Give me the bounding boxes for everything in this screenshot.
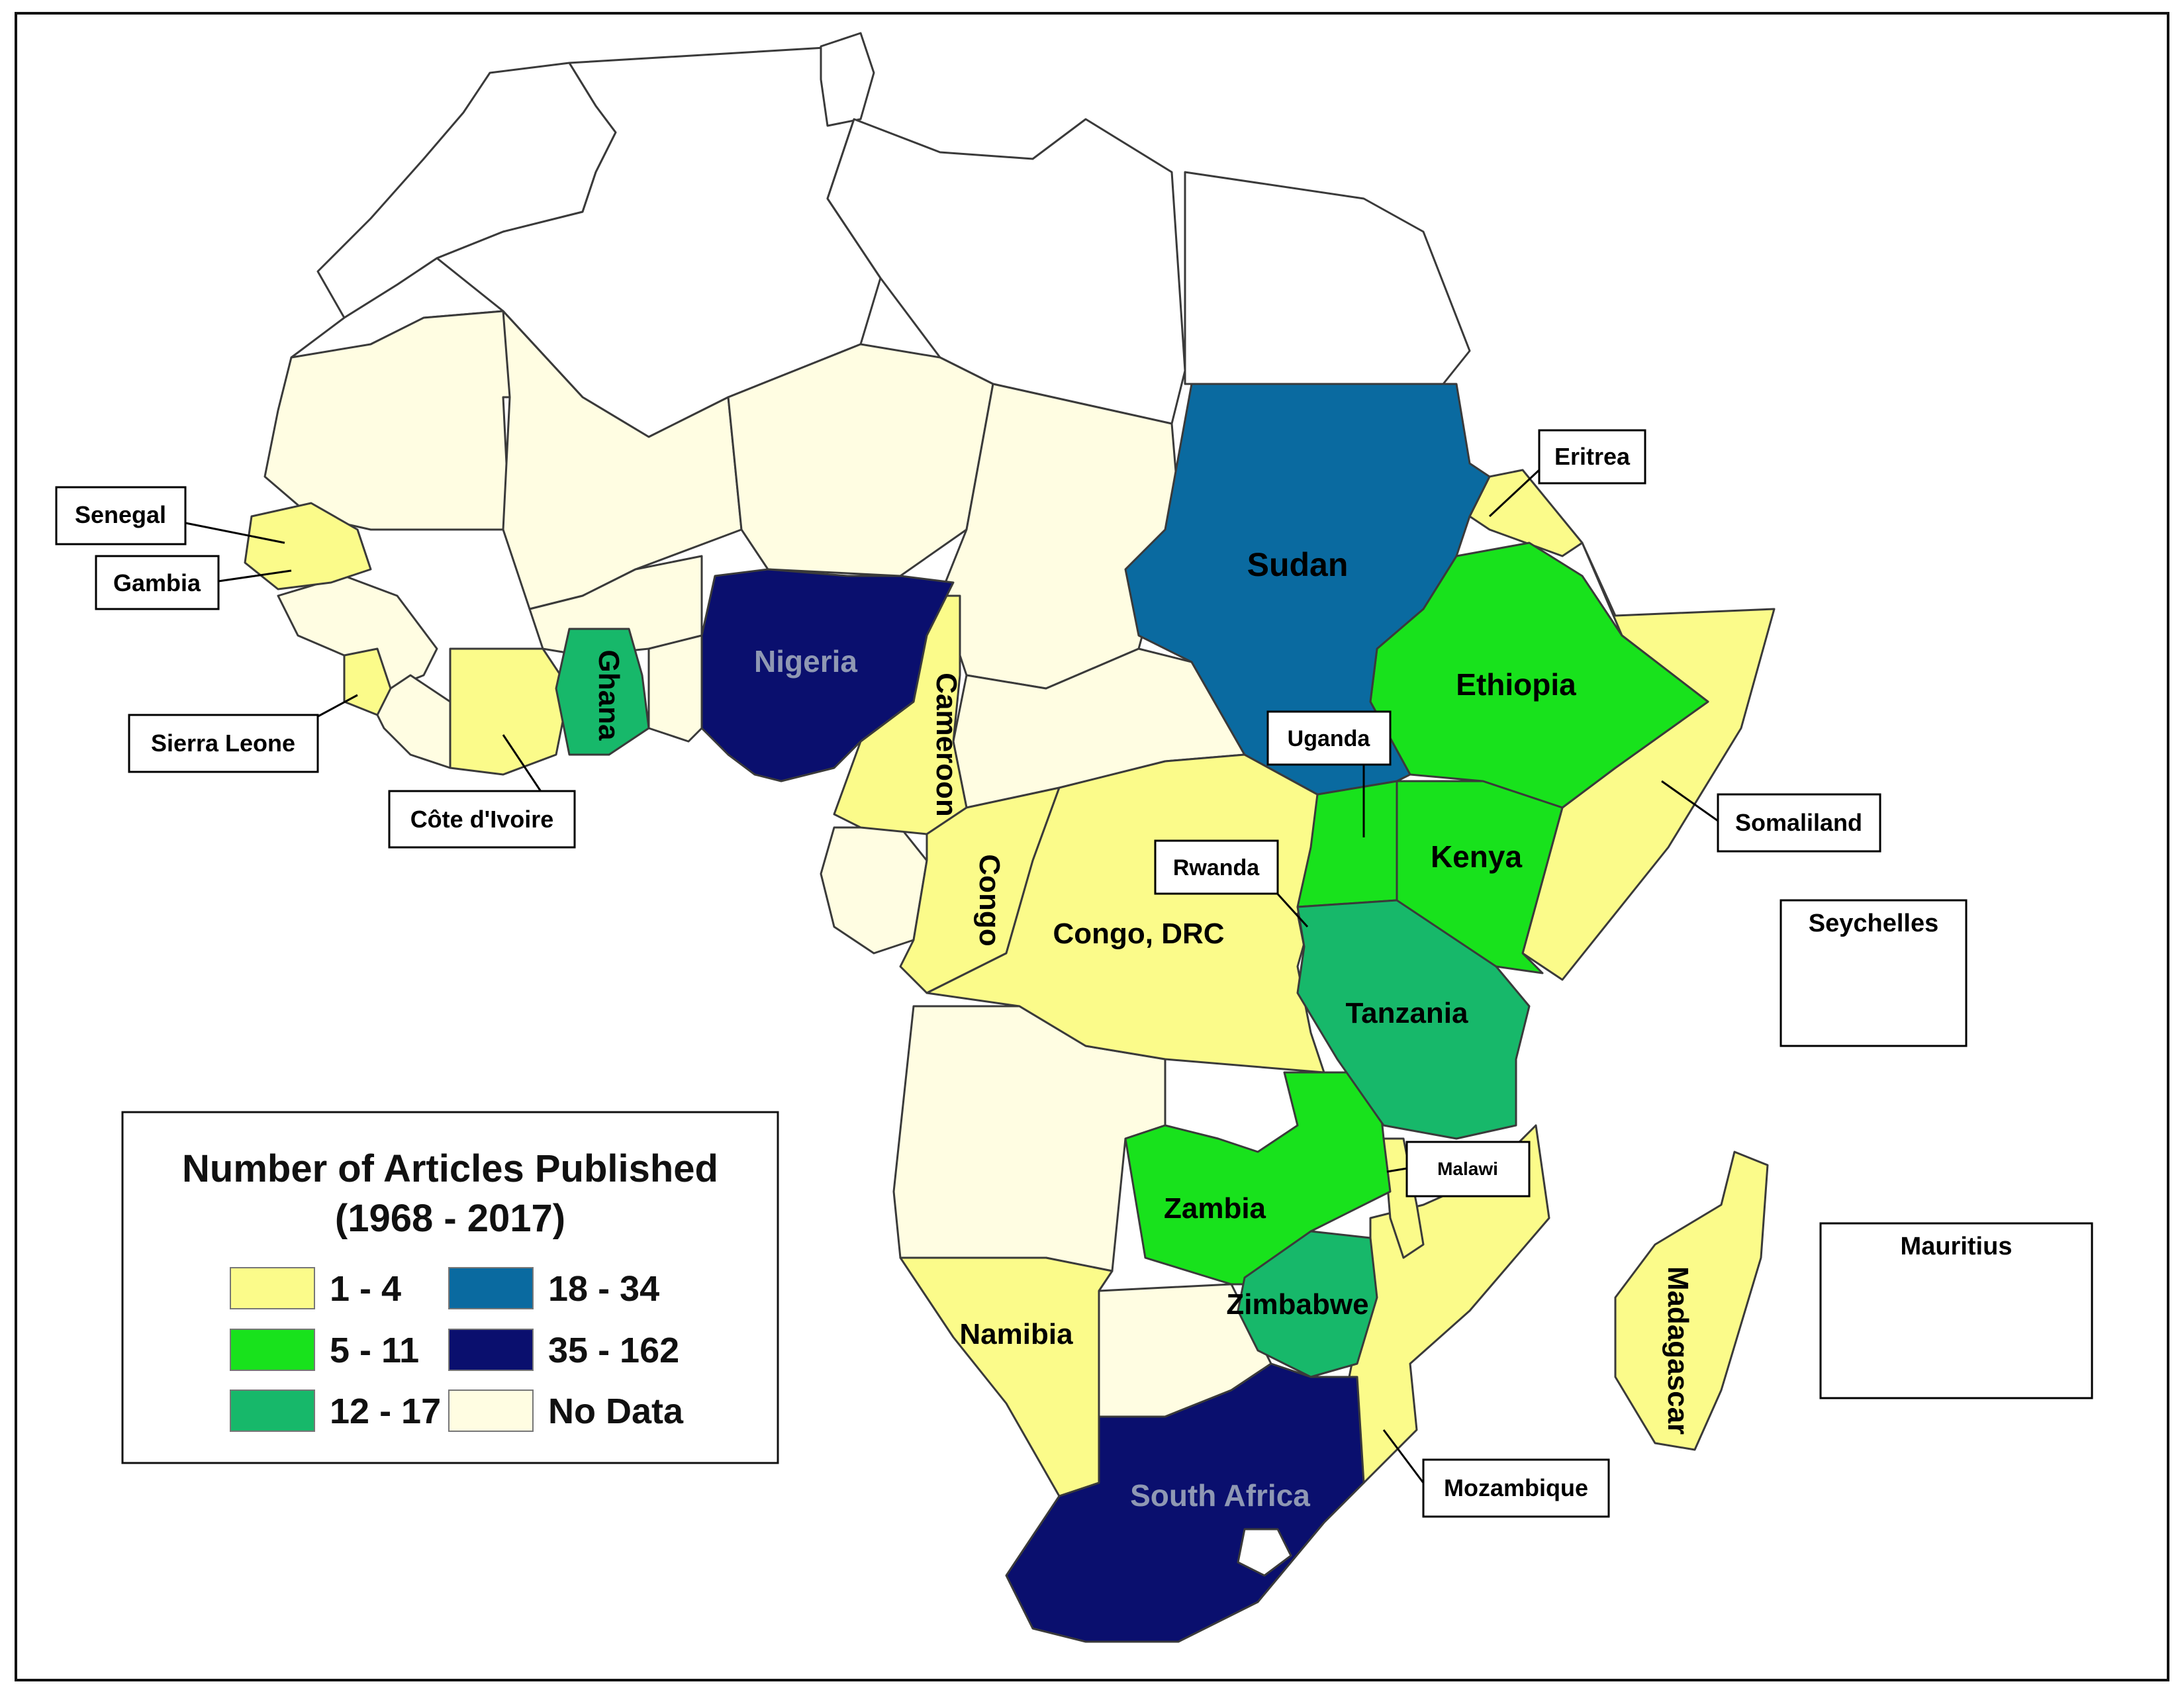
legend-label-c35_162: 35 - 162 — [548, 1331, 679, 1370]
legend-title-line1: Number of Articles Published — [182, 1147, 718, 1190]
callout-seychelles: Seychelles — [1780, 899, 1968, 1047]
legend: Number of Articles Published (1968 - 201… — [121, 1111, 779, 1464]
callout-rwanda-label: Rwanda — [1173, 855, 1260, 880]
legend-swatch-c5_11 — [230, 1329, 315, 1371]
legend-label-c1_4: 1 - 4 — [330, 1269, 401, 1309]
label-ethiopia: Ethiopia — [1456, 667, 1576, 702]
label-namibia: Namibia — [959, 1318, 1073, 1350]
label-zimbabwe: Zimbabwe — [1226, 1288, 1368, 1321]
country-cote-divoire — [449, 647, 571, 776]
country-libya — [826, 118, 1186, 425]
label-congo-drc: Congo, DRC — [1053, 918, 1224, 950]
callout-gambia: Gambia — [95, 555, 292, 610]
label-south-africa: South Africa — [1130, 1478, 1310, 1513]
country-guinea — [277, 575, 438, 690]
country-south-africa — [1005, 1362, 1365, 1643]
legend-swatch-c12_17 — [230, 1390, 315, 1432]
callout-senegal-label: Senegal — [75, 501, 166, 528]
callout-seychelles-label: Seychelles — [1809, 910, 1938, 937]
callout-somaliland: Somaliland — [1661, 780, 1881, 853]
legend-label-no_data: No Data — [548, 1391, 684, 1431]
callout-uganda-label: Uganda — [1288, 726, 1371, 751]
callout-mauritius: Mauritius — [1819, 1222, 2093, 1399]
callout-mozambique: Mozambique — [1382, 1429, 1610, 1518]
callout-sierra-leone: Sierra Leone — [128, 694, 358, 773]
callout-sierra-leone-label: Sierra Leone — [151, 730, 295, 757]
callout-malawi-label: Malawi — [1437, 1158, 1498, 1179]
callout-malawi: Malawi — [1386, 1141, 1531, 1198]
legend-swatch-c35_162 — [448, 1329, 534, 1371]
country-madagascar — [1614, 1151, 1769, 1451]
callout-mauritius-label: Mauritius — [1901, 1233, 2013, 1260]
callout-rwanda: Rwanda — [1154, 839, 1309, 928]
country-togo-benin — [647, 634, 703, 743]
callout-gambia-label: Gambia — [113, 569, 201, 596]
label-zambia: Zambia — [1164, 1192, 1266, 1225]
country-gabon — [820, 826, 928, 955]
label-tanzania: Tanzania — [1345, 997, 1468, 1029]
country-zambia — [1124, 1071, 1392, 1286]
callout-cote-divoire: Côte d'Ivoire — [388, 734, 576, 849]
callout-mozambique-label: Mozambique — [1444, 1474, 1588, 1501]
country-tunisia — [820, 32, 875, 127]
country-tanzania — [1296, 899, 1531, 1140]
country-lesotho — [1237, 1528, 1292, 1577]
label-ghana: Ghana — [593, 650, 625, 741]
legend-title-line2: (1968 - 2017) — [335, 1197, 565, 1240]
legend-swatch-c18_34 — [448, 1267, 534, 1309]
country-nigeria — [700, 568, 955, 782]
country-namibia — [899, 1256, 1114, 1497]
label-kenya: Kenya — [1431, 839, 1522, 874]
country-zimbabwe — [1237, 1230, 1378, 1378]
label-congo: Congo — [973, 854, 1006, 946]
legend-label-c5_11: 5 - 11 — [330, 1331, 419, 1370]
callout-eritrea-label: Eritrea — [1554, 443, 1631, 470]
country-senegal — [244, 502, 372, 590]
country-ghana — [555, 628, 650, 756]
callout-uganda: Uganda — [1266, 710, 1392, 837]
label-sudan: Sudan — [1247, 546, 1349, 583]
legend-items: 1 - 4 18 - 34 5 - 11 35 - 162 12 - 17 No Data — [230, 1267, 684, 1432]
callout-cote-divoire-label: Côte d'Ivoire — [410, 806, 554, 833]
country-malawi — [1382, 1137, 1425, 1259]
label-cameroon: Cameroon — [930, 673, 963, 817]
legend-label-c12_17: 12 - 17 — [330, 1391, 441, 1431]
label-nigeria: Nigeria — [754, 644, 857, 679]
country-egypt — [1184, 171, 1471, 385]
legend-swatch-no_data — [448, 1390, 534, 1432]
callout-senegal: Senegal — [55, 486, 285, 545]
callout-somaliland-label: Somaliland — [1735, 809, 1862, 836]
legend-label-c18_34: 18 - 34 — [548, 1269, 659, 1309]
country-sierra-leone — [343, 647, 392, 716]
legend-swatch-c1_4 — [230, 1267, 315, 1309]
label-madagascar: Madagascar — [1662, 1266, 1694, 1435]
callout-eritrea: Eritrea — [1488, 429, 1646, 518]
